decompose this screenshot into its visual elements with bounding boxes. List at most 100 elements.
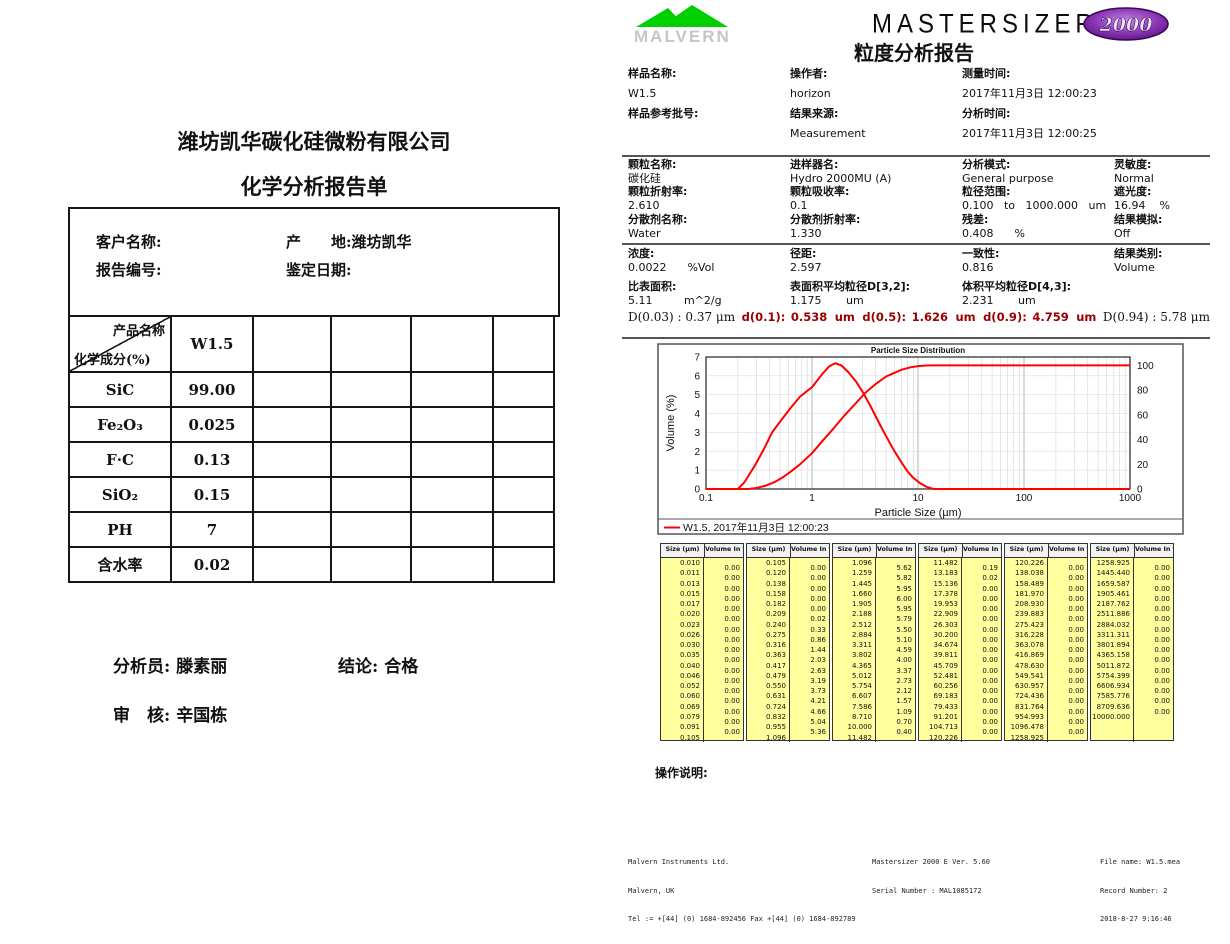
- volume-value: 0.00: [810, 564, 826, 572]
- corner-product-label: 产品名称: [112, 324, 165, 339]
- field-label: 样品名称:: [628, 67, 677, 80]
- volume-value: 0.00: [982, 646, 998, 655]
- volume-value: 0.00: [1068, 635, 1084, 644]
- volume-value: 0.00: [724, 574, 740, 583]
- component-value: 99.00: [170, 371, 254, 408]
- volume-value: 0.00: [1154, 615, 1170, 624]
- chemical-composition-table: 产品名称 化学成分(%) W1.5 SiC 99.00 Fe₂O₃ 0.025 …: [68, 315, 555, 583]
- size-value: 8709.636: [1096, 702, 1130, 711]
- volume-value: 0.00: [724, 676, 740, 685]
- residual-value: 0.408 %: [962, 226, 1025, 240]
- size-table: Size (µm)Volume In % 1258.925 1445.440165…: [1090, 543, 1174, 742]
- ssa-value: 5.11 m^2/g: [628, 294, 722, 307]
- volume-value: 0.00: [1068, 666, 1084, 675]
- volume-value: 0.00: [1068, 717, 1084, 726]
- brand-title: MASTERSIZER: [872, 9, 1098, 40]
- size-value: 3.311: [851, 641, 872, 650]
- size-value: 60.256: [933, 682, 959, 691]
- size-value: 0.275: [765, 630, 786, 639]
- size-value: 239.883: [1015, 610, 1044, 619]
- volume-value: 2.03: [810, 656, 826, 665]
- reviewer-label: 审 核:: [113, 706, 171, 726]
- volume-value: 0.00: [982, 687, 998, 696]
- size-values: 0.105 0.120 0.138 0.158 0.182 0.209 0.240 0.275…: [747, 558, 790, 742]
- volume-value: 0.00: [1068, 594, 1084, 603]
- svg-text:80: 80: [1137, 386, 1149, 397]
- size-value: 1.905: [851, 600, 872, 609]
- footer-line: Record Number: 2: [1100, 886, 1168, 895]
- obscuration-value: 16.94 %: [1114, 199, 1170, 213]
- analysis-time-value: 2017年11月3日 12:00:25: [962, 127, 1097, 140]
- size-value: 2.512: [851, 620, 872, 629]
- volume-value: 0.00: [1068, 646, 1084, 655]
- volume-value: 6.00: [896, 594, 912, 603]
- size-value: 6606.934: [1096, 682, 1130, 691]
- size-column-header: Size (µm): [919, 544, 963, 557]
- size-value: 19.953: [933, 600, 959, 609]
- volume-value: 3.73: [810, 687, 826, 696]
- volume-frequency-curve: [706, 362, 1130, 490]
- volume-value: 0.00: [1154, 594, 1170, 603]
- volume-column-header: Volume In %: [791, 546, 829, 553]
- field-label: 体积平均粒径D[4,3]:: [962, 280, 1072, 293]
- chart-title: Particle Size Distribution: [871, 346, 965, 355]
- volume-value: 0.00: [1068, 728, 1084, 737]
- volume-value: 0.02: [982, 574, 998, 583]
- particle-fields-col1: 颗粒名称: 碳化硅 颗粒折射率: 2.610 分散剂名称: Water: [628, 158, 687, 240]
- volume-value: 4.59: [896, 646, 912, 655]
- d32-value: 1.175 um: [790, 294, 864, 307]
- size-value: 0.120: [765, 569, 786, 578]
- size-value: 0.020: [679, 610, 700, 619]
- volume-value: 5.10: [896, 635, 912, 644]
- field-label: 测量时间:: [962, 67, 1011, 80]
- field-label: 残差:: [962, 212, 989, 226]
- empty-cell: [252, 315, 332, 373]
- field-label: 粒径范围:: [962, 185, 1011, 199]
- size-value: 8.710: [851, 712, 872, 721]
- size-value: 0.011: [679, 569, 700, 578]
- empty-cell: [330, 315, 412, 373]
- size-column-header: Size (µm): [1091, 544, 1135, 557]
- d094-value: D(0.94) : 5.78 μm: [1102, 310, 1210, 324]
- svg-text:3: 3: [694, 428, 700, 439]
- component-value: 0.15: [170, 476, 254, 513]
- footer-line: File name: W1.5.mea: [1100, 858, 1181, 866]
- volume-values: 0.00 0.00 0.00 0.00 0.00 0.00 0.00 0.00 0.00 0.00…: [1048, 558, 1087, 742]
- size-column-header: Size (µm): [1005, 544, 1049, 557]
- size-values: 1.096 1.259 1.445 1.660 1.905 2.188 2.512 2.884…: [833, 558, 876, 742]
- malvern-logo: MALVERN: [634, 5, 729, 45]
- volume-value: 0.00: [1068, 564, 1084, 572]
- volume-value: 0.00: [1068, 697, 1084, 706]
- volume-value: 0.00: [1154, 676, 1170, 685]
- field-label: 结果类别:: [1114, 247, 1163, 260]
- origin-field: 产 地:潍坊凯华: [286, 231, 412, 252]
- x-axis-label: Particle Size (µm): [874, 507, 961, 519]
- footer-line: Serial Number : MAL1085172: [872, 886, 982, 895]
- volume-value: 0.00: [724, 605, 740, 614]
- volume-value: 2.12: [896, 687, 912, 696]
- size-value: 0.240: [765, 620, 786, 629]
- d90-unit: um: [1076, 310, 1097, 324]
- operator-value: horizon: [790, 87, 831, 100]
- d50-label: d(0.5):: [862, 310, 907, 324]
- svg-text:10: 10: [912, 493, 924, 504]
- size-value: 5.012: [851, 671, 872, 680]
- span-value: 2.597: [790, 261, 822, 274]
- size-value: 7.586: [851, 702, 872, 711]
- size-value: 5754.399: [1096, 671, 1130, 680]
- volume-value: 0.00: [982, 717, 998, 726]
- conclusion-label: 结论:: [338, 657, 379, 677]
- accessory-value: Hydro 2000MU (A): [790, 171, 892, 185]
- size-value: 630.957: [1015, 682, 1044, 691]
- origin-label: 产 地:: [286, 233, 352, 251]
- section-divider: [622, 243, 1210, 245]
- volume-value: 5.36: [810, 728, 826, 737]
- size-value: 0.046: [679, 671, 700, 680]
- footer-line: Mastersizer 2000 E Ver. 5.60: [872, 858, 991, 866]
- field-label: 分散剂名称:: [628, 212, 688, 226]
- analyst-label: 分析员:: [113, 657, 171, 677]
- volume-values: 0.00 0.00 0.00 0.00 0.00 0.02 0.33 0.86 1.44 2.03…: [790, 558, 829, 742]
- volume-value: 0.00: [982, 635, 998, 644]
- cumulative-undersize-curve: [706, 364, 1130, 490]
- report-subtitle: 化学分析报告单: [240, 174, 388, 199]
